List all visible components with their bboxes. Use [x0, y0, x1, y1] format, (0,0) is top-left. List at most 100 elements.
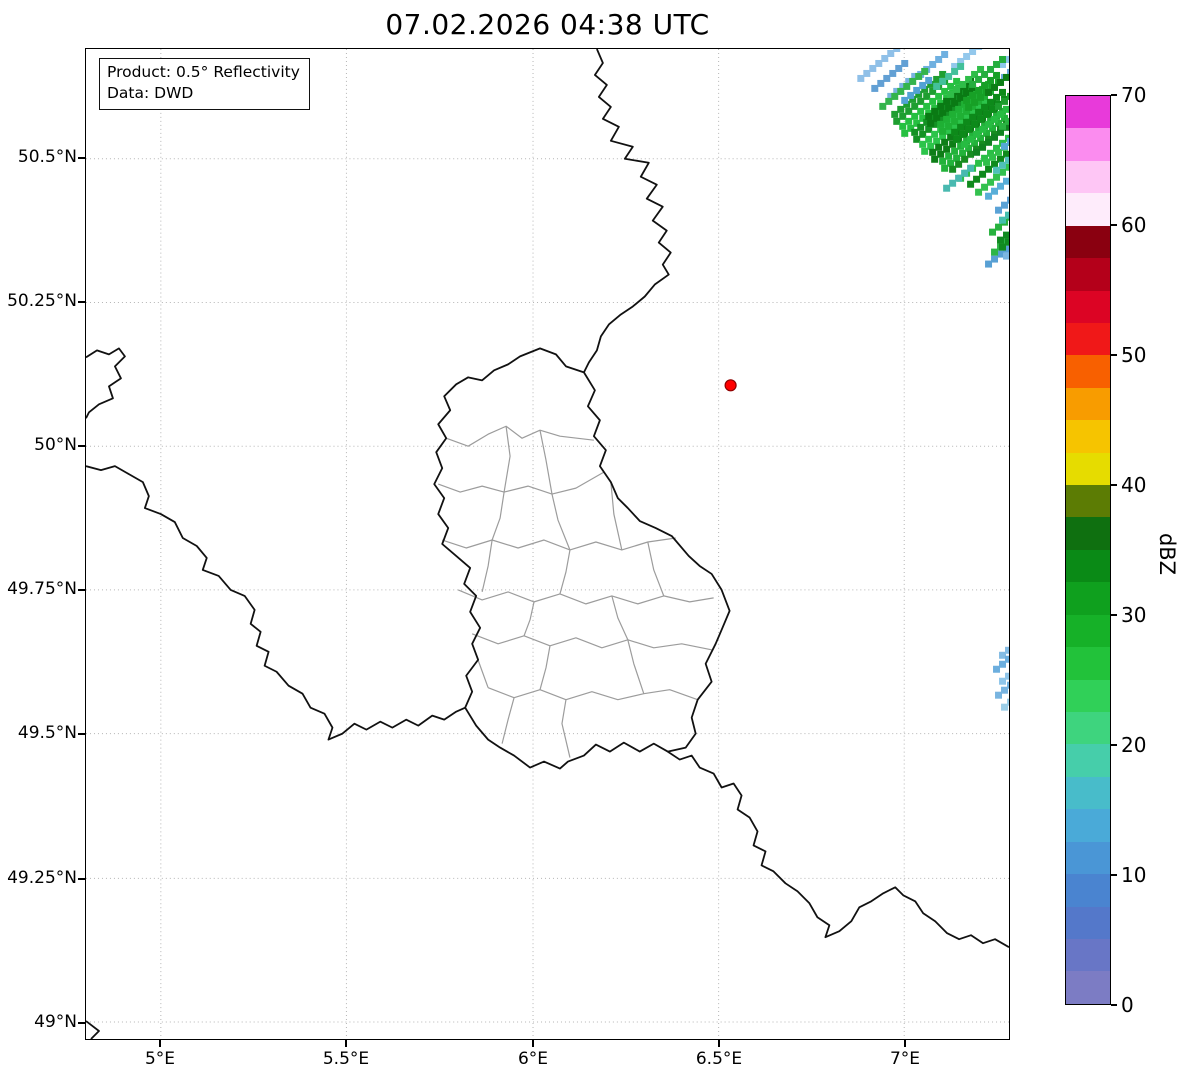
radar-echo-cell [893, 117, 901, 125]
map-plot: Product: 0.5° Reflectivity Data: DWD [85, 48, 1010, 1040]
radar-echo-cell [955, 160, 963, 168]
radar-echo-cell [923, 102, 931, 110]
radar-echo-cell [963, 112, 971, 120]
colorbar-segment [1066, 906, 1110, 939]
radar-echo-cell [995, 223, 1003, 231]
radar-location-marker [724, 379, 737, 392]
y-tick-mark [78, 157, 85, 159]
radar-echo-cell [1007, 137, 1009, 145]
radar-echo-cell [911, 112, 919, 120]
radar-echo-cell [965, 125, 973, 133]
radar-echo-cell [941, 50, 949, 58]
radar-echo-cell [943, 145, 951, 153]
x-tick-mark [904, 1040, 906, 1047]
radar-echo-cell [967, 164, 975, 172]
y-tick-mark [78, 1022, 85, 1024]
colorbar-tick-label: 50 [1121, 343, 1147, 367]
radar-echo-cell [935, 55, 943, 63]
canton-border-line [610, 482, 623, 551]
radar-echo-cell [889, 69, 897, 77]
radar-echo-cell [925, 112, 933, 120]
radar-echo-cell [985, 138, 993, 146]
colorbar-axis-label: dBZ [1155, 532, 1180, 576]
colorbar-tick-mark [1111, 1004, 1117, 1006]
y-tick-label: 50°N [34, 435, 77, 455]
canton-border-line [523, 601, 535, 637]
radar-echo-cell [1007, 698, 1009, 706]
radar-echo-cell [957, 57, 965, 65]
radar-echo-cell [1001, 142, 1009, 150]
radar-echo-cell [981, 70, 989, 78]
canton-border-line [539, 430, 553, 495]
radar-echo-cell [955, 100, 963, 108]
radar-echo-cell [901, 59, 909, 67]
radar-echo-cell [949, 105, 957, 113]
radar-echo-cell [1001, 201, 1009, 209]
radar-echo-cell [929, 97, 937, 105]
radar-echo-cell [915, 72, 923, 80]
canton-border-line [501, 697, 515, 744]
y-tick-label: 50.5°N [17, 147, 77, 167]
radar-echo-cell [973, 130, 981, 138]
radar-echo-cell [967, 180, 975, 188]
colorbar-segment [1066, 679, 1110, 713]
radar-echo-cell [933, 75, 941, 83]
colorbar-tick-label: 0 [1121, 993, 1134, 1017]
radar-echo-cell [931, 120, 939, 128]
y-tick-mark [78, 589, 85, 591]
radar-echo-cell [963, 52, 971, 60]
y-tick-label: 49.5°N [17, 723, 77, 743]
radar-echo-cell [967, 135, 975, 143]
radar-echo-cell [947, 82, 955, 90]
radar-echo-cell [923, 118, 931, 126]
radar-echo-cell [935, 143, 943, 151]
radar-echo-cell [941, 103, 949, 111]
radar-echo-cell [977, 93, 985, 101]
colorbar [1065, 95, 1111, 1005]
radar-echo-cell [887, 92, 895, 100]
radar-echo-cell [969, 91, 977, 99]
radar-echo-cell [989, 105, 997, 113]
colorbar-segment [1066, 452, 1110, 486]
radar-echo-cell [957, 62, 965, 70]
radar-echo-cell [951, 122, 959, 130]
radar-echo-cell [997, 110, 1005, 118]
radar-echo-cell [983, 129, 991, 137]
radar-echo-cell [991, 255, 999, 263]
radar-echo-cell [879, 102, 887, 110]
radar-echo-cell [993, 665, 1001, 673]
colorbar-segment [1066, 776, 1110, 810]
radar-echo-cell [975, 97, 983, 105]
radar-echo-cell [979, 143, 987, 151]
colorbar-segment [1066, 874, 1110, 907]
radar-echo-cell [917, 97, 925, 105]
radar-echo-cell [895, 64, 903, 72]
radar-echo-cell [1005, 211, 1009, 219]
radar-echo-cell [1003, 177, 1009, 185]
radar-echo-cell [947, 159, 955, 167]
radar-echo-cell [907, 124, 915, 132]
radar-echo-cell [985, 80, 993, 88]
radar-echo-cell [987, 178, 995, 186]
radar-echo-cell [905, 107, 913, 115]
canton-border-line [539, 645, 551, 690]
colorbar-segment [1066, 614, 1110, 648]
colorbar-tick-label: 60 [1121, 213, 1147, 237]
radar-echo-cell [995, 206, 1003, 214]
colorbar-segment [1066, 517, 1110, 550]
radar-echo-cell [977, 115, 985, 123]
radar-echo-cell [999, 122, 1007, 130]
radar-echo-cell [975, 102, 983, 110]
radar-echo-cell [1005, 655, 1009, 663]
radar-echo-cell [937, 120, 945, 128]
radar-echo-cell [919, 140, 927, 148]
radar-echo-cell [925, 76, 933, 84]
radar-echo-cell [935, 108, 943, 116]
radar-echo-cell [963, 118, 971, 126]
country-border-path [86, 347, 126, 419]
y-tick-mark [78, 733, 85, 735]
radar-echo-cell [885, 97, 893, 105]
radar-echo-cell [1003, 252, 1009, 260]
radar-echo-cell [911, 128, 919, 136]
radar-echo-cell [1005, 672, 1009, 680]
